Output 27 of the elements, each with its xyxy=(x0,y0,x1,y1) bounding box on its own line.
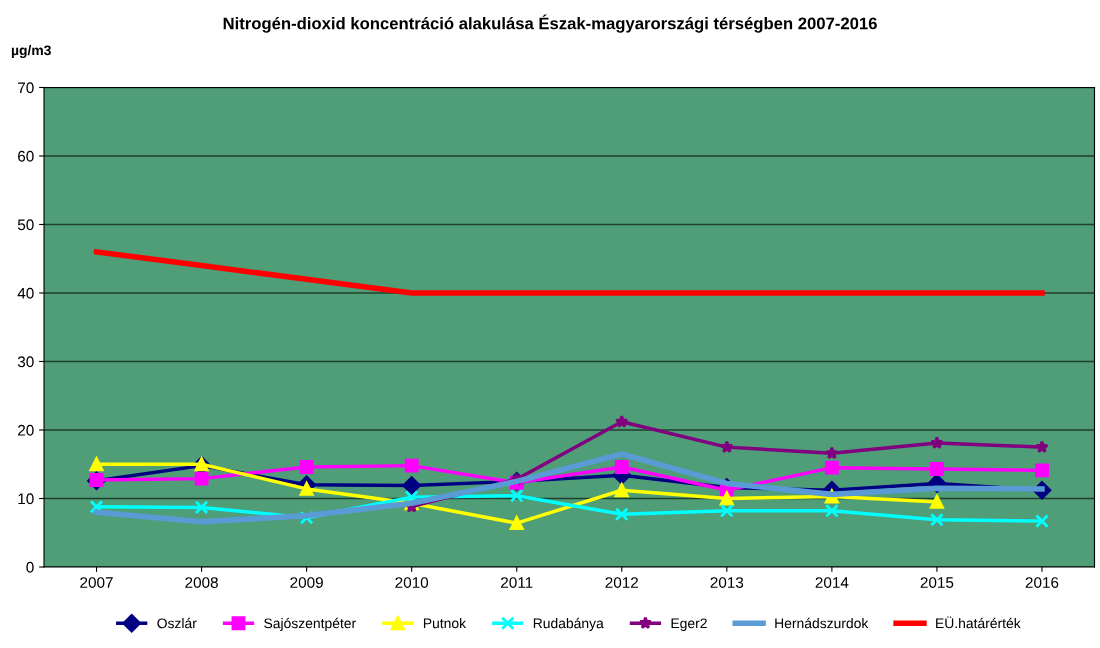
y-tick-label: 40 xyxy=(17,287,34,299)
y-tick-label: 30 xyxy=(17,356,34,368)
x-tick-label: 2008 xyxy=(185,577,218,588)
y-tick-label: 20 xyxy=(18,424,34,436)
y-axis-title: µg/m3 xyxy=(11,45,51,59)
x-tick-label: 2015 xyxy=(920,577,954,588)
x-tick-label: 2010 xyxy=(395,577,429,588)
x-tick-label: 2012 xyxy=(605,577,638,588)
x-tick-label: 2016 xyxy=(1025,577,1059,588)
legend-label: Hernádszurdok xyxy=(775,617,869,629)
legend-label: Sajószentpéter xyxy=(264,617,356,631)
legend-label: EÜ.határérték xyxy=(936,616,1021,629)
y-tick-label: 10 xyxy=(18,493,34,505)
x-tick-label: 2011 xyxy=(501,577,533,588)
legend-label: Oszlár xyxy=(157,617,197,629)
legend-label: Putnok xyxy=(423,618,467,629)
x-tick-label: 2014 xyxy=(815,577,849,588)
y-tick-label: 50 xyxy=(17,219,34,231)
x-tick-label: 2013 xyxy=(710,577,744,588)
x-tick-label: 2007 xyxy=(80,577,113,588)
legend-label: Rudabánya xyxy=(533,617,604,631)
chart-title: Nitrogén-dioxid koncentráció alakulása Észak-magyarországi térségben 2007-2016 xyxy=(223,14,877,33)
legend-label: Eger2 xyxy=(671,618,707,631)
y-tick-label: 0 xyxy=(26,561,34,573)
y-tick-label: 70 xyxy=(18,82,34,94)
x-tick-label: 2009 xyxy=(290,577,323,588)
y-tick-label: 60 xyxy=(18,150,34,162)
